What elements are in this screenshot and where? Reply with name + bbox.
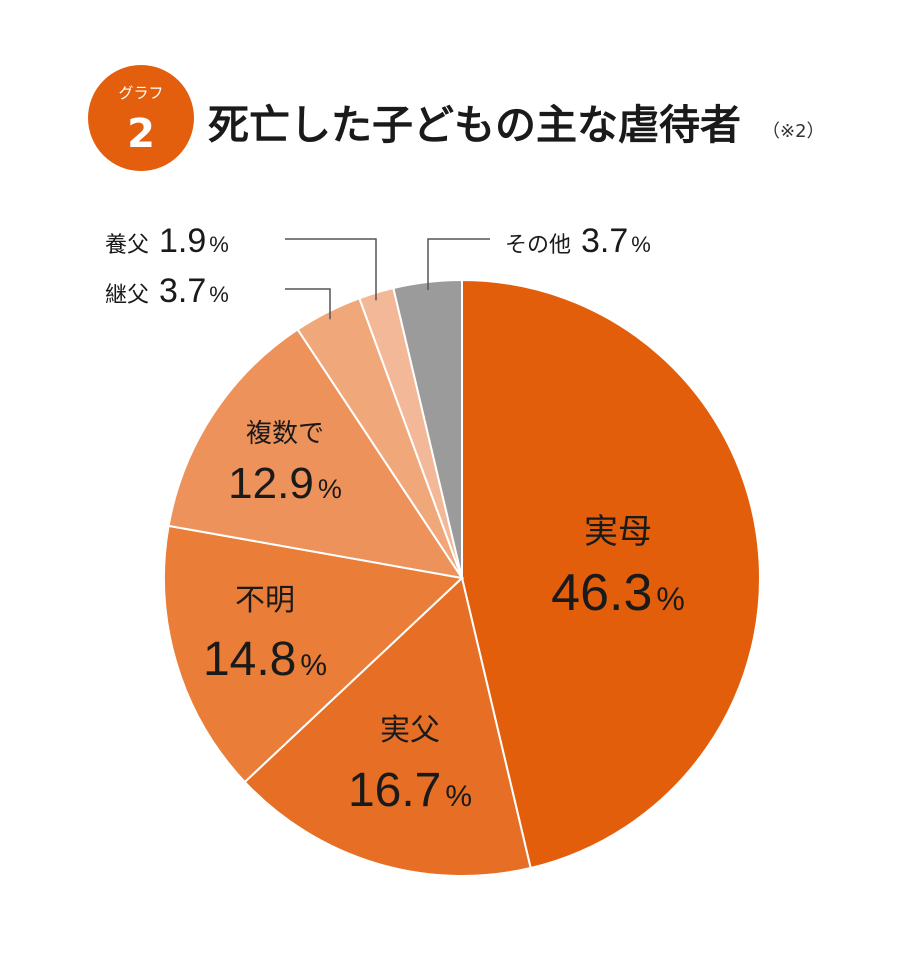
badge-label: グラフ	[118, 84, 163, 102]
title-note: （※2）	[762, 121, 825, 142]
leader-line	[285, 238, 377, 301]
slice-label-name: 実父	[380, 713, 440, 748]
slice-label-name: 複数で	[246, 419, 324, 449]
slice-label-value: 14.8%	[203, 633, 327, 686]
slice-labels: 実母 46.3 % 実父 16.7 % 不明 14.8 % 複数で 12.9 % 養父 1.9 % 継父 3.7…	[105, 222, 685, 817]
pie-slice	[163, 524, 465, 784]
pie-slice	[243, 576, 532, 877]
leader-line	[427, 238, 490, 290]
graph-badge: グラフ 2	[88, 65, 194, 171]
pie-slice	[461, 278, 761, 870]
pie-slices	[163, 278, 761, 877]
slice-label-value: 12.9%	[228, 459, 342, 508]
leader-line	[285, 288, 331, 320]
slice-label-outside: その他 3.7%	[505, 222, 651, 260]
slice-label-name: 不明	[235, 583, 295, 618]
slice-label-name: 実母	[584, 512, 652, 552]
badge-circle	[88, 65, 194, 171]
badge-number: 2	[127, 111, 155, 157]
slice-label-value: 16.7%	[348, 764, 472, 817]
leader-lines	[285, 238, 490, 320]
slice-label-value: 46.3%	[551, 564, 685, 622]
chart-title: 死亡した子どもの主な虐待者	[208, 101, 741, 149]
slice-label-outside: 養父 1.9%	[105, 222, 229, 260]
slice-label-outside: 継父 3.7%	[105, 272, 229, 310]
pie-slice	[167, 328, 465, 580]
